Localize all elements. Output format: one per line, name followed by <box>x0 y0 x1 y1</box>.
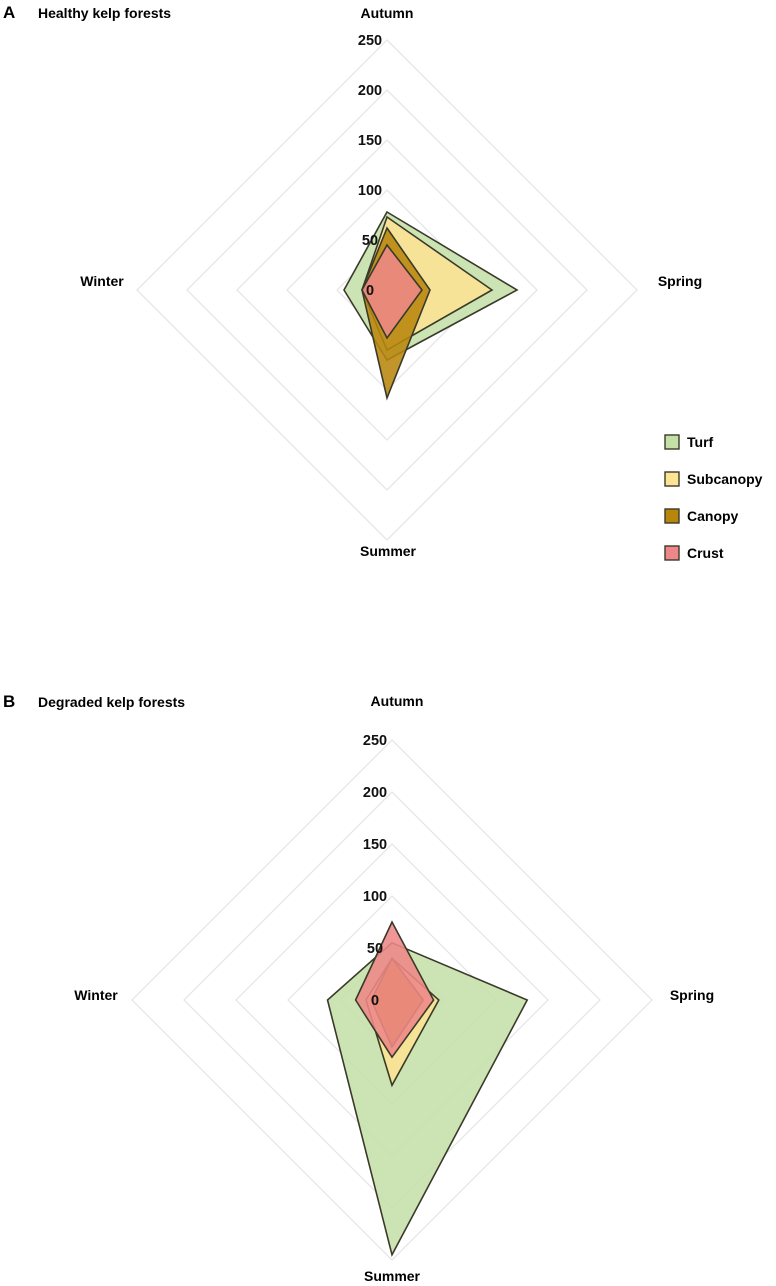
axis-label-autumn: Autumn <box>361 5 414 21</box>
axis-label-summer: Summer <box>364 1268 421 1284</box>
panel-title: Degraded kelp forests <box>38 694 185 710</box>
panel-letter: B <box>3 692 15 711</box>
grid-ring <box>236 139 538 441</box>
grid-ring <box>131 739 653 1261</box>
axis-label-spring: Spring <box>670 987 714 1003</box>
tick-label: 150 <box>358 133 382 149</box>
legend-label-subcanopy: Subcanopy <box>687 471 763 487</box>
tick-label: 0 <box>366 283 374 299</box>
tick-label: 200 <box>358 83 382 99</box>
radar-panel-a: 0 50 100 150 200 250 Autumn Spring Summer Winter A… <box>3 3 763 561</box>
tick-label: 0 <box>371 993 379 1009</box>
axis-label-summer: Summer <box>360 543 417 559</box>
tick-label: 100 <box>358 183 382 199</box>
axis-label-winter: Winter <box>80 273 124 289</box>
legend-label-crust: Crust <box>687 545 724 561</box>
tick-label: 250 <box>358 33 382 49</box>
panel-title: Healthy kelp forests <box>38 5 171 21</box>
legend-label-turf: Turf <box>687 434 714 450</box>
tick-label: 50 <box>362 233 378 249</box>
axis-label-winter: Winter <box>74 987 118 1003</box>
series-crust <box>354 920 435 1059</box>
tick-label: 100 <box>363 889 387 905</box>
tick-label: 250 <box>363 733 387 749</box>
legend-swatch-crust <box>664 545 680 561</box>
tick-label: 50 <box>367 941 383 957</box>
grid-ring <box>136 39 638 541</box>
axis-label-autumn: Autumn <box>371 693 424 709</box>
tick-label: 150 <box>363 837 387 853</box>
radar-panel-b: 0 50 100 150 200 250 Autumn Spring Summer Winter B… <box>3 692 714 1284</box>
legend-label-canopy: Canopy <box>687 508 739 524</box>
panel-letter: A <box>3 3 15 22</box>
legend-swatch-turf <box>664 434 680 450</box>
axis-label-spring: Spring <box>658 273 702 289</box>
grid-ring <box>186 89 588 491</box>
legend-swatch-canopy <box>664 508 680 524</box>
legend-swatch-subcanopy <box>664 471 680 487</box>
series-crust <box>361 243 424 340</box>
legend: Turf Subcanopy Canopy Crust <box>664 434 763 561</box>
tick-label: 200 <box>363 785 387 801</box>
